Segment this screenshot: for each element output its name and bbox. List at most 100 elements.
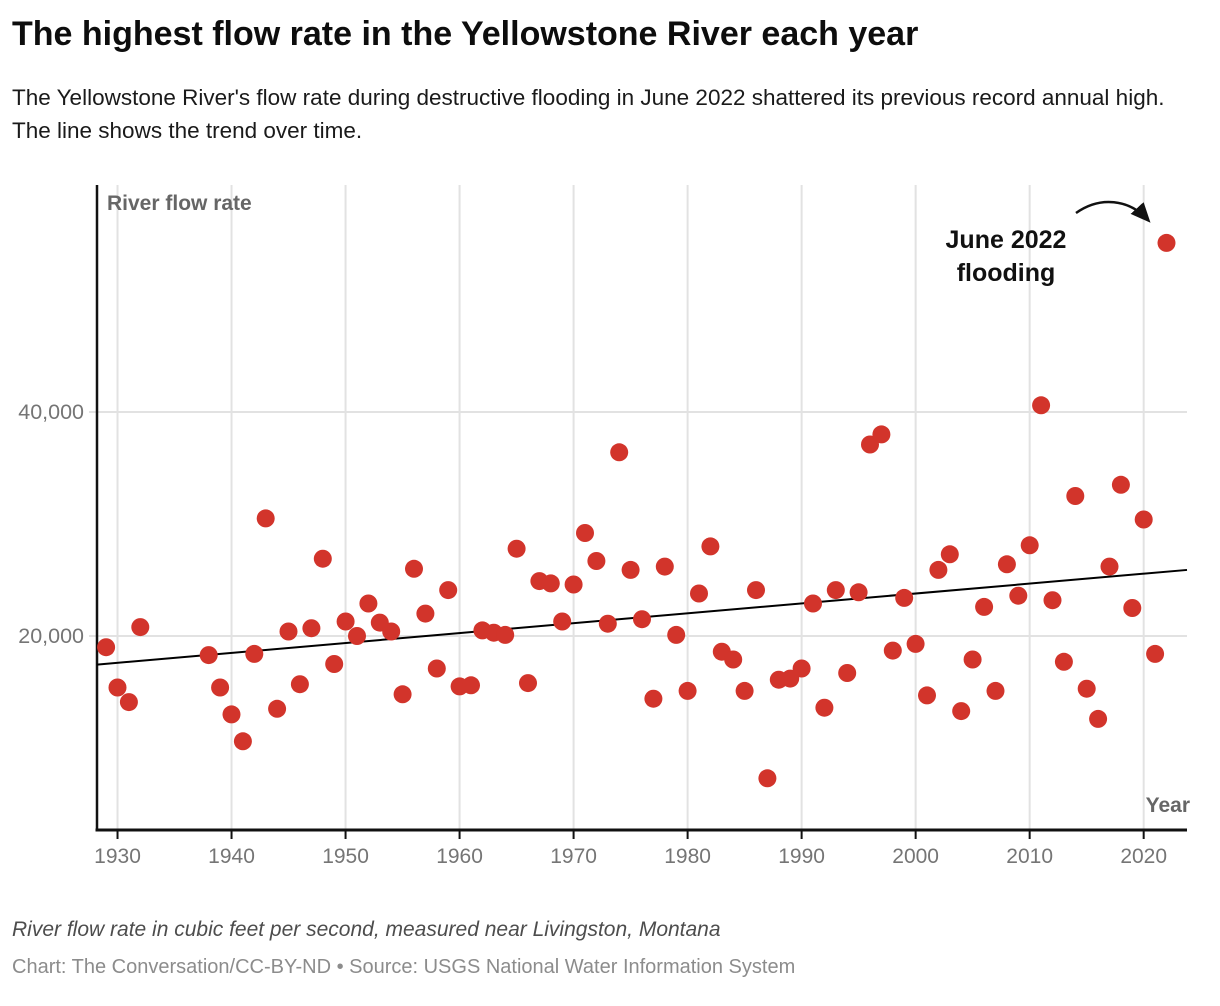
x-axis-title: Year: [1146, 794, 1190, 817]
data-point-2020: [1134, 510, 1153, 529]
x-tick-label-2020: 2020: [1120, 845, 1167, 868]
data-point-1995: [849, 583, 868, 602]
data-point-2022: [1157, 233, 1176, 252]
data-point-2013: [1054, 652, 1073, 671]
data-point-1961: [462, 676, 480, 695]
data-point-2004: [952, 702, 971, 721]
data-point-2003: [940, 545, 959, 564]
data-point-1973: [598, 614, 617, 633]
data-point-1978: [655, 557, 674, 576]
data-point-1952: [359, 594, 378, 613]
data-point-1972: [587, 552, 606, 570]
data-point-2006: [975, 597, 994, 616]
x-tick-label-1970: 1970: [550, 845, 597, 868]
data-point-1992: [815, 698, 834, 717]
data-point-2016: [1089, 709, 1108, 728]
data-point-1946: [290, 675, 309, 694]
data-point-1966: [519, 674, 537, 693]
data-point-1999: [895, 588, 914, 607]
data-point-1929: [97, 638, 116, 657]
data-point-1931: [119, 693, 138, 712]
y-tick-label-40000: 40,000: [18, 400, 84, 424]
data-point-1959: [439, 581, 458, 600]
data-point-1940: [222, 705, 241, 724]
data-point-2018: [1111, 475, 1130, 494]
data-point-1955: [393, 685, 412, 704]
data-point-1944: [268, 699, 287, 718]
data-point-1977: [644, 689, 663, 708]
data-point-1991: [804, 594, 822, 613]
chart-subtitle: The Yellowstone River's flow rate during…: [12, 85, 1165, 143]
data-point-1997: [872, 425, 891, 444]
data-point-2019: [1123, 599, 1142, 617]
x-tick-label-2010: 2010: [1006, 845, 1053, 868]
data-point-2015: [1077, 679, 1096, 698]
x-tick-label-2000: 2000: [892, 845, 939, 868]
data-point-1990: [792, 659, 811, 678]
data-point-1932: [131, 618, 150, 637]
data-point-1981: [690, 584, 708, 603]
data-point-1974: [610, 443, 629, 462]
data-point-2008: [997, 555, 1016, 574]
data-point-1965: [507, 539, 526, 558]
data-point-2000: [906, 634, 925, 653]
data-point-1938: [199, 646, 218, 665]
data-point-2002: [929, 560, 948, 579]
y-tick-label-20000: 20,000: [18, 624, 84, 648]
data-point-1998: [883, 641, 902, 660]
data-point-1994: [838, 664, 857, 682]
data-point-1951: [348, 627, 366, 645]
x-tick-label-1960: 1960: [436, 845, 483, 868]
data-point-1969: [553, 612, 572, 631]
data-point-1985: [735, 681, 754, 700]
data-point-1945: [279, 622, 298, 641]
data-point-1941: [233, 732, 252, 751]
x-tick-label-1940: 1940: [208, 845, 255, 868]
data-point-1986: [747, 581, 765, 600]
data-point-1987: [758, 769, 777, 788]
x-tick-label-1930: 1930: [94, 845, 141, 868]
data-point-2017: [1100, 557, 1119, 576]
data-point-2007: [986, 681, 1005, 700]
data-point-2010: [1020, 536, 1039, 555]
annotation-line-2: flooding: [957, 259, 1056, 287]
data-point-2014: [1066, 487, 1085, 505]
data-point-1982: [701, 537, 720, 556]
data-point-1975: [621, 560, 640, 579]
data-point-1968: [541, 574, 560, 593]
data-point-1958: [427, 659, 446, 678]
data-point-1947: [302, 619, 321, 638]
data-point-1930: [108, 678, 127, 697]
data-point-2011: [1032, 396, 1051, 415]
data-point-1976: [633, 610, 651, 629]
data-point-2012: [1043, 591, 1062, 610]
data-point-1948: [313, 549, 332, 568]
x-tick-label-1990: 1990: [778, 845, 825, 868]
data-point-1942: [245, 644, 264, 663]
data-point-1980: [678, 681, 697, 700]
data-point-1950: [336, 612, 355, 631]
chart-title: The highest flow rate in the Yellowstone…: [12, 15, 919, 53]
x-tick-label-1980: 1980: [664, 845, 711, 868]
data-point-1979: [667, 625, 686, 644]
data-point-1957: [416, 604, 435, 623]
annotation-line-1: June 2022: [946, 226, 1067, 254]
data-point-1954: [382, 622, 401, 641]
data-point-2009: [1009, 586, 1028, 605]
data-point-1956: [405, 559, 423, 578]
y-axis-title: River flow rate: [107, 192, 252, 215]
data-point-1964: [496, 625, 515, 644]
data-point-1943: [256, 509, 275, 528]
data-point-1993: [826, 581, 845, 600]
x-tick-label-1950: 1950: [322, 845, 369, 868]
data-point-2005: [963, 650, 982, 669]
chart-note: River flow rate in cubic feet per second…: [12, 918, 721, 941]
data-point-1970: [564, 575, 583, 594]
data-point-1971: [576, 524, 594, 542]
data-point-2001: [918, 686, 936, 705]
annotation-arrow-icon: [1075, 200, 1151, 223]
chart-credit: Chart: The Conversation/CC-BY-ND • Sourc…: [12, 956, 796, 978]
